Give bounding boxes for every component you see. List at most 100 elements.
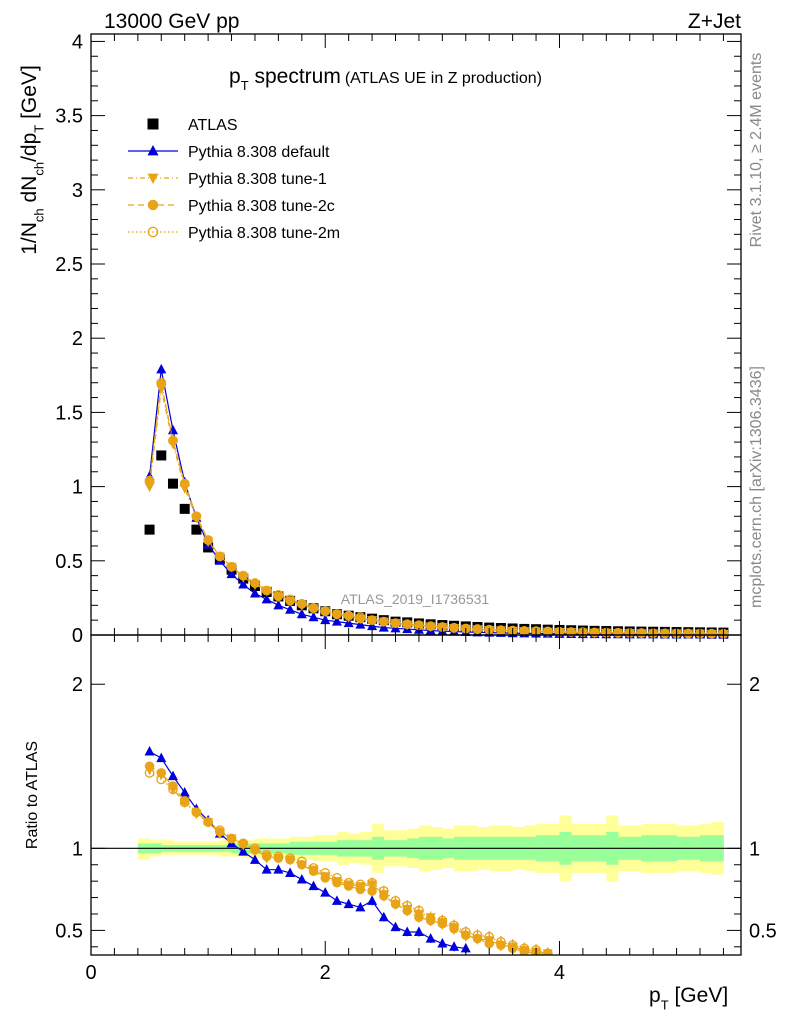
- ratio-point: [296, 874, 307, 884]
- ratio-point: [331, 895, 342, 905]
- main-point: [250, 578, 260, 588]
- ratio-point: [297, 859, 307, 870]
- main-point: [179, 478, 190, 489]
- main-point: [390, 618, 401, 628]
- main-series-4: [144, 377, 729, 639]
- ratio-point: [214, 825, 225, 836]
- main-point: [706, 628, 717, 639]
- main-point: [331, 616, 342, 626]
- main-point: [214, 551, 225, 562]
- ratio-y-tick-label: 2: [72, 674, 83, 696]
- main-point: [226, 568, 237, 579]
- ratio-point: [168, 781, 178, 791]
- main-panel: 0 0.5 1 1.5 2 2.5 3 3.5 4 pT spectrum (ATLAS UE in…: [55, 31, 742, 647]
- ratio-point: [203, 817, 214, 827]
- main-point: [543, 626, 553, 637]
- main-point: [273, 590, 284, 600]
- main-y-axis-label-part: ch: [31, 162, 46, 176]
- ratio-y-tick-label: 0.5: [55, 920, 83, 942]
- ratio-point: [250, 843, 260, 854]
- main-point: [261, 585, 272, 596]
- main-point: [308, 603, 319, 614]
- ratio-series-line: [149, 750, 466, 950]
- analysis-watermark: ATLAS_2019_I1736531: [341, 591, 490, 607]
- ratio-point: [156, 752, 167, 763]
- main-point: [261, 585, 272, 596]
- legend-label: Pythia 8.308 default: [188, 144, 330, 161]
- x-axis-label-part: [GeV]: [669, 984, 729, 1007]
- legend-marker: [147, 226, 159, 238]
- main-y-axis-label: 1/Nch dNch/dpT [GeV]: [18, 65, 46, 255]
- main-point: [367, 615, 377, 625]
- ratio-point: [390, 895, 401, 906]
- ratio-point: [343, 898, 354, 909]
- ratio-point: [343, 877, 354, 888]
- ratio-point: [238, 846, 249, 856]
- main-point: [144, 475, 155, 486]
- main-point: [414, 620, 424, 631]
- main-point: [273, 599, 284, 610]
- legend-marker: [147, 144, 159, 156]
- x-axis-label-part: T: [661, 997, 669, 1012]
- ratio-point: [168, 784, 178, 795]
- legend-label: Pythia 8.308 tune-1: [188, 171, 327, 188]
- main-point: [144, 470, 155, 481]
- ratio-y-tick-label-right: 1: [749, 838, 760, 860]
- main-point: [238, 579, 249, 589]
- main-y-tick-label: 2.5: [55, 254, 83, 276]
- ratio-point: [261, 864, 272, 874]
- main-point: [167, 424, 178, 435]
- main-title-part: p: [229, 65, 241, 88]
- legend-marker: [147, 118, 159, 130]
- legend: ATLAS Pythia 8.308 default Pythia 8.308 tu…: [128, 117, 340, 242]
- ratio-point: [437, 938, 448, 948]
- ratio-point: [144, 767, 155, 778]
- main-point: [683, 628, 694, 639]
- legend-marker: [147, 173, 159, 185]
- main-point: [320, 614, 331, 625]
- main-point: [542, 626, 553, 637]
- main-point: [332, 609, 342, 619]
- ratio-point: [402, 926, 413, 937]
- ratio-point: [226, 833, 237, 844]
- main-y-tick-label: 3: [72, 180, 83, 202]
- ratio-point: [249, 854, 260, 864]
- ratio-point: [308, 880, 319, 891]
- ratio-point: [167, 770, 178, 781]
- main-y-axis-label-part: [GeV]: [18, 65, 41, 125]
- main-point: [355, 612, 366, 623]
- main-point: [296, 598, 307, 609]
- main-point: [402, 619, 412, 630]
- ratio-point: [449, 920, 459, 931]
- main-y-axis-label-part: T: [31, 125, 46, 133]
- ratio-point: [343, 881, 354, 891]
- main-point: [285, 604, 296, 614]
- main-point: [332, 609, 342, 620]
- main-point: [379, 616, 389, 627]
- ratio-point: [437, 915, 448, 926]
- x-axis-label: pT [GeV]: [649, 984, 728, 1012]
- ratio-point: [519, 943, 530, 954]
- main-y-tick-label: 3.5: [55, 106, 83, 128]
- main-y-axis-label-part: ch: [31, 208, 46, 222]
- main-point: [297, 599, 307, 609]
- main-point: [425, 621, 436, 631]
- ratio-point: [367, 886, 377, 896]
- ratio-point: [378, 886, 389, 896]
- mcplots-info: mcplots.cern.ch [arXiv:1306.3436]: [748, 366, 765, 608]
- main-point: [320, 606, 330, 617]
- x-tick-label: 4: [554, 962, 565, 984]
- main-point: [449, 623, 459, 633]
- main-y-tick-label: 1.5: [55, 402, 83, 424]
- ratio-point: [296, 856, 307, 867]
- legend-label: ATLAS: [188, 117, 238, 134]
- main-point: [402, 619, 413, 630]
- ratio-point: [413, 926, 424, 937]
- main-series-line: [148, 382, 724, 635]
- ratio-point: [273, 864, 284, 874]
- ratio-point: [367, 895, 378, 905]
- ratio-point: [285, 853, 295, 864]
- main-y-axis-label-part: /dp: [18, 133, 41, 162]
- main-point: [156, 377, 167, 388]
- main-point: [226, 561, 237, 572]
